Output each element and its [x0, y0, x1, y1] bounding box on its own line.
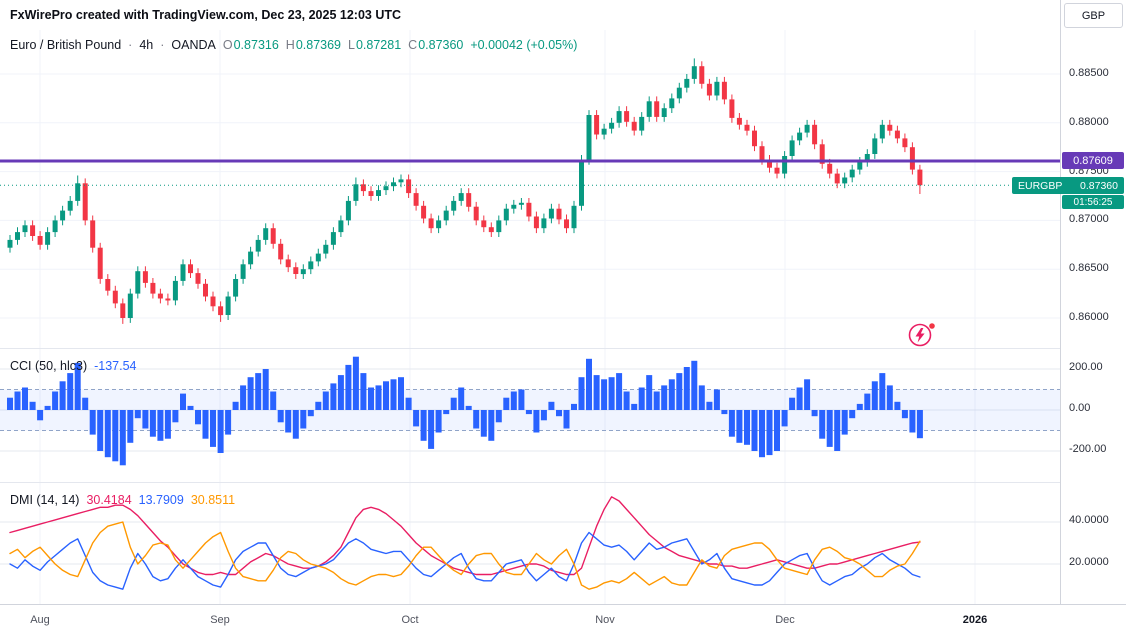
- symbol-legend[interactable]: Euro / British Pound · 4h · OANDA O0.873…: [10, 38, 577, 52]
- dmi-pane[interactable]: DMI (14, 14) 30.4184 13.7909 30.8511: [0, 482, 1060, 605]
- last-price-badge: EURGBP 0.87360: [1012, 177, 1124, 194]
- cci-axis-label: 0.00: [1069, 402, 1091, 414]
- attribution-text: FxWirePro created with TradingView.com, …: [10, 8, 402, 22]
- flash-idea-icon[interactable]: [906, 319, 938, 349]
- cci-legend[interactable]: CCI (50, hlc3) -137.54: [10, 359, 137, 373]
- dmi-axis-label: 20.0000: [1069, 556, 1109, 568]
- cci-axis-label: -200.00: [1069, 443, 1107, 455]
- level-price-badge: 0.87609: [1062, 152, 1124, 169]
- time-axis-month-label: Nov: [595, 614, 615, 626]
- dmi-minusdi-value: 30.8511: [190, 493, 236, 507]
- ohlc-low: L0.87281: [348, 38, 402, 52]
- ohlc-high: H0.87369: [285, 38, 342, 52]
- cci-value: -137.54: [94, 359, 137, 373]
- cci-title: CCI (50, hlc3): [10, 359, 88, 373]
- currency-label[interactable]: GBP: [1064, 3, 1123, 28]
- dmi-legend[interactable]: DMI (14, 14) 30.4184 13.7909 30.8511: [10, 493, 235, 507]
- legend-separator: ·: [160, 38, 165, 52]
- time-axis[interactable]: Aug Sep Oct Nov Dec 2026: [0, 604, 1126, 636]
- symbol-name: Euro / British Pound: [10, 38, 122, 52]
- price-pane[interactable]: Euro / British Pound · 4h · OANDA O0.873…: [0, 30, 1060, 348]
- ohlc-close: C0.87360: [408, 38, 464, 52]
- time-axis-year-label: 2026: [962, 614, 988, 626]
- time-axis-month-label: Aug: [30, 614, 50, 626]
- last-price-symbol: EURGBP: [1018, 179, 1063, 192]
- price-axis-label: 0.88500: [1069, 67, 1109, 79]
- price-axis-label: 0.86000: [1069, 311, 1109, 323]
- time-axis-month-label: Sep: [210, 614, 230, 626]
- attribution-bar: FxWirePro created with TradingView.com, …: [0, 0, 1060, 30]
- price-axis[interactable]: GBP 0.88500 0.88000 0.87500 0.87000 0.86500 0…: [1060, 0, 1126, 604]
- price-axis-label: 0.87000: [1069, 213, 1109, 226]
- bar-countdown-badge: 01:56:25: [1062, 195, 1124, 209]
- dmi-title: DMI (14, 14): [10, 493, 80, 507]
- price-change: +0.00042 (+0.05%): [470, 38, 578, 52]
- symbol-exchange: OANDA: [171, 38, 216, 52]
- ohlc-open: O0.87316: [222, 38, 279, 52]
- dmi-plusdi-value: 13.7909: [138, 493, 184, 507]
- dmi-axis-label: 40.0000: [1069, 514, 1109, 526]
- price-axis-label: 0.86500: [1069, 262, 1109, 275]
- last-price-value: 0.87360: [1080, 179, 1118, 192]
- dmi-adx-value: 30.4184: [86, 493, 132, 507]
- price-axis-label: 0.88000: [1069, 115, 1109, 128]
- time-axis-month-label: Dec: [775, 614, 795, 626]
- time-axis-month-label: Oct: [401, 614, 419, 626]
- legend-separator: ·: [128, 38, 133, 52]
- symbol-interval: 4h: [139, 38, 154, 52]
- cci-axis-label: 200.00: [1069, 361, 1103, 373]
- cci-pane[interactable]: CCI (50, hlc3) -137.54: [0, 348, 1060, 483]
